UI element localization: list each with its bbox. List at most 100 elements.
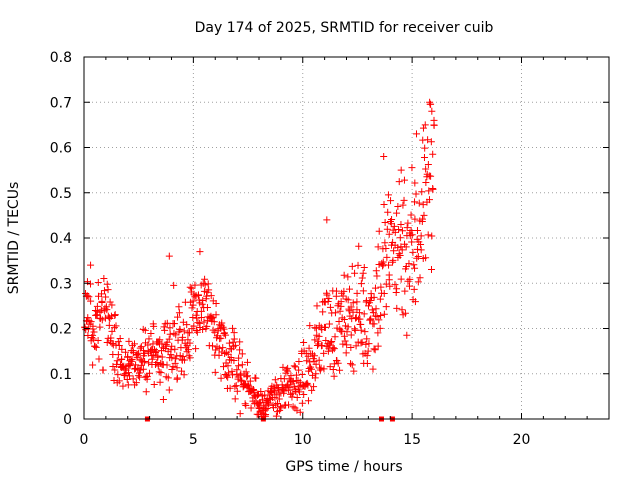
data-point (217, 334, 225, 342)
data-point (398, 246, 406, 254)
data-point (408, 231, 416, 239)
data-point (105, 321, 113, 329)
data-point (141, 326, 149, 334)
data-point (412, 190, 420, 198)
data-point (100, 274, 108, 282)
data-point (236, 338, 244, 346)
data-point (389, 256, 397, 264)
data-point (192, 311, 200, 319)
data-point (397, 166, 405, 174)
data-point (400, 196, 408, 204)
data-point (351, 326, 359, 334)
data-point (364, 302, 372, 310)
data-point (380, 153, 388, 161)
data-point (271, 376, 279, 384)
data-point (193, 314, 201, 322)
data-point (179, 333, 187, 341)
data-point (236, 410, 244, 418)
data-point (385, 230, 393, 238)
data-point (288, 393, 296, 401)
data-point (252, 374, 260, 382)
data-point (421, 144, 429, 152)
data-point (422, 165, 430, 173)
data-point (418, 188, 426, 196)
data-point (329, 366, 337, 374)
data-point (312, 370, 320, 378)
data-point (188, 284, 196, 292)
data-point (411, 215, 419, 223)
data-point (411, 198, 419, 206)
data-point (194, 291, 202, 299)
data-point (99, 366, 107, 374)
data-point (386, 282, 394, 290)
data-point (274, 400, 282, 408)
data-point (360, 264, 368, 272)
data-point (313, 302, 321, 310)
y-tick-label: 0.8 (50, 50, 72, 66)
data-point (353, 298, 361, 306)
data-point (404, 219, 412, 227)
data-point (413, 130, 420, 138)
data-point (237, 376, 245, 384)
data-point (362, 340, 370, 348)
data-point (315, 332, 323, 340)
data-point (398, 306, 406, 314)
data-point (209, 342, 217, 350)
data-point (145, 335, 153, 343)
data-point (163, 361, 171, 369)
data-point (295, 388, 303, 396)
data-point (384, 208, 392, 216)
data-point (348, 262, 356, 270)
data-point (156, 336, 164, 344)
data-point (373, 312, 381, 320)
data-point (373, 272, 381, 280)
data-point (410, 285, 418, 293)
data-point (396, 234, 404, 242)
data-point (398, 227, 406, 235)
data-point (233, 387, 241, 395)
data-point (94, 337, 102, 345)
data-point (371, 346, 379, 354)
data-point (158, 340, 166, 348)
data-point (170, 329, 178, 337)
data-point (220, 363, 228, 371)
data-point (350, 367, 358, 375)
data-point (150, 322, 158, 330)
data-point (396, 251, 404, 259)
data-point (275, 395, 283, 403)
data-point (311, 324, 319, 332)
data-point (232, 382, 240, 390)
data-point (330, 345, 338, 353)
data-point (165, 335, 173, 343)
data-point (345, 307, 353, 315)
data-point (247, 404, 255, 412)
data-point (142, 388, 150, 396)
data-point (290, 382, 298, 390)
data-point (159, 396, 167, 404)
data-point (175, 303, 183, 311)
data-point (101, 304, 109, 312)
data-point (238, 350, 246, 358)
data-point (238, 361, 246, 369)
data-point (344, 296, 352, 304)
data-point (428, 232, 436, 240)
data-point (111, 366, 119, 374)
data-point (131, 340, 139, 348)
data-point (337, 302, 345, 310)
data-point (108, 327, 116, 335)
data-point (173, 374, 181, 382)
data-point (87, 318, 95, 326)
data-point (327, 339, 335, 347)
data-point (419, 215, 427, 223)
data-point (405, 282, 413, 290)
data-point (372, 267, 380, 275)
data-point (325, 320, 333, 328)
data-point (118, 355, 126, 363)
y-tick-label: 0.4 (50, 231, 72, 247)
chart-title: Day 174 of 2025, SRMTID for receiver cui… (195, 20, 494, 36)
data-point (407, 227, 415, 235)
data-point (295, 366, 303, 374)
data-point (413, 226, 421, 234)
data-point (363, 359, 371, 367)
data-point (272, 412, 280, 420)
